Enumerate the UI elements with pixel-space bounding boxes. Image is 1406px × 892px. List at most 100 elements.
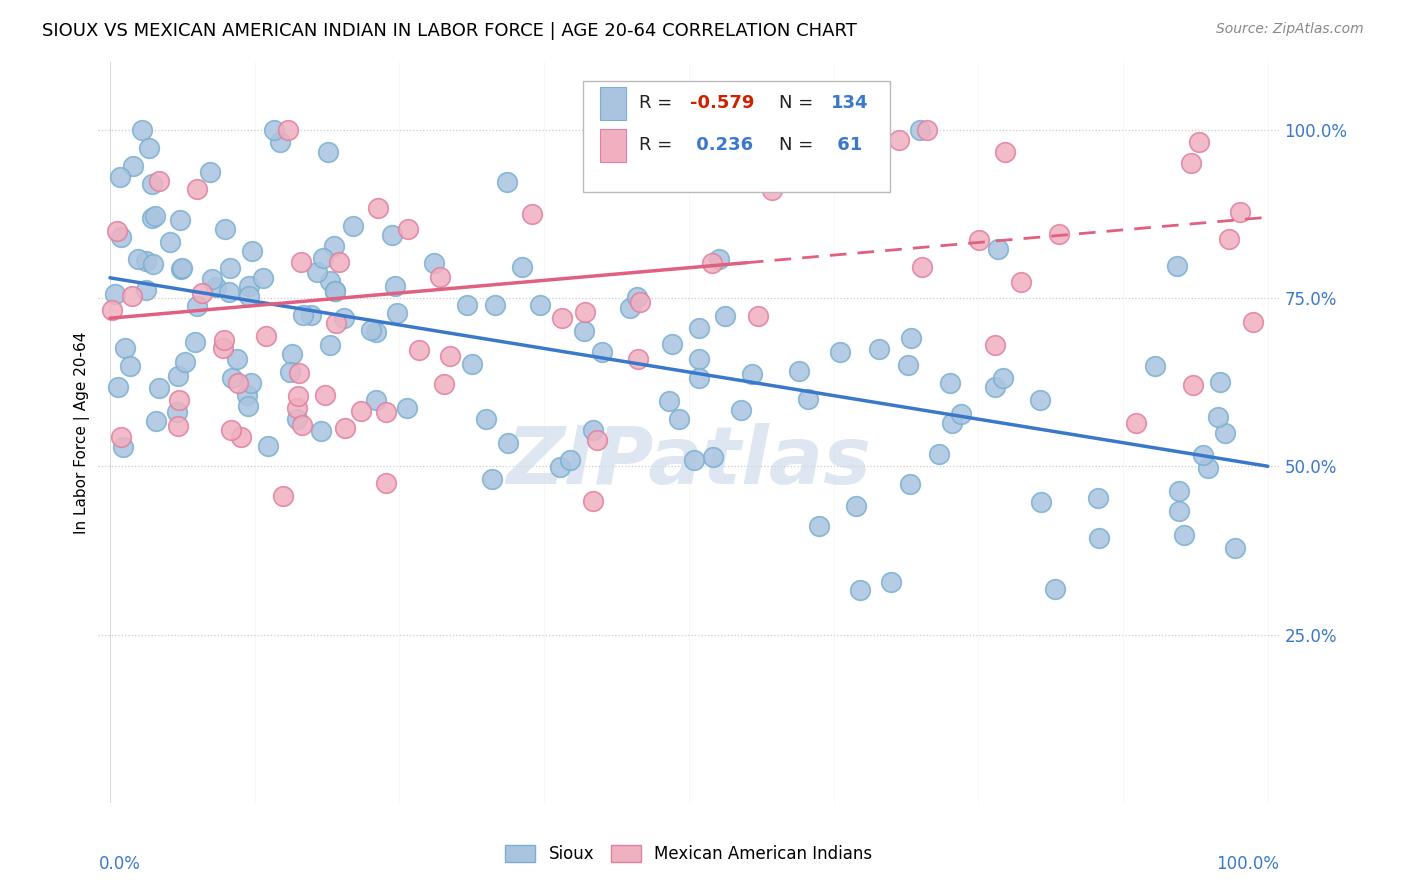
Point (114, 341, 136, 355)
Point (323, 284, 346, 298)
Point (288, 366, 311, 380)
Point (110, 169, 132, 184)
Point (228, 376, 250, 390)
Point (830, 170, 852, 185)
Point (702, 450, 724, 465)
Text: R =: R = (640, 136, 678, 154)
Point (174, 355, 197, 369)
Point (830, 344, 852, 359)
Point (683, 453, 706, 467)
Point (1192, 449, 1215, 463)
Point (112, 441, 135, 455)
Point (141, 211, 163, 226)
Point (325, 316, 347, 330)
Point (322, 238, 344, 252)
Point (709, 252, 731, 267)
Point (688, 351, 710, 366)
Point (627, 352, 650, 367)
Point (474, 412, 496, 426)
Point (290, 255, 312, 269)
Point (460, 357, 482, 371)
Point (333, 310, 356, 325)
Point (1173, 528, 1195, 542)
FancyBboxPatch shape (582, 81, 890, 192)
Point (626, 290, 648, 304)
Point (278, 365, 301, 379)
Point (190, 286, 212, 301)
Point (439, 349, 461, 363)
Point (887, 133, 910, 147)
Point (991, 371, 1014, 385)
Point (385, 306, 408, 320)
Point (107, 379, 129, 393)
Point (915, 122, 938, 136)
Point (849, 583, 872, 598)
Point (661, 337, 683, 351)
Point (714, 309, 737, 323)
Point (529, 298, 551, 312)
Point (495, 175, 517, 189)
Point (104, 287, 127, 301)
Point (159, 235, 181, 249)
Point (138, 141, 160, 155)
Point (983, 338, 1005, 352)
Point (110, 230, 132, 244)
Point (456, 298, 478, 312)
Point (198, 164, 221, 178)
Bar (600, 128, 626, 162)
Point (238, 279, 260, 293)
Text: SIOUX VS MEXICAN AMERICAN INDIAN IN LABOR FORCE | AGE 20-64 CORRELATION CHART: SIOUX VS MEXICAN AMERICAN INDIAN IN LABO… (42, 22, 858, 40)
Point (808, 519, 831, 533)
Point (1180, 155, 1202, 169)
Point (263, 122, 285, 136)
Point (257, 439, 280, 453)
Text: N =: N = (779, 95, 818, 112)
Point (127, 252, 149, 266)
Point (214, 333, 236, 347)
Point (433, 377, 456, 392)
Point (271, 489, 294, 503)
Point (214, 221, 236, 235)
Point (560, 453, 582, 467)
Point (761, 183, 783, 197)
Point (510, 260, 533, 274)
Point (350, 404, 373, 418)
Point (1088, 531, 1111, 545)
Point (291, 308, 314, 322)
Point (238, 399, 260, 413)
Point (204, 280, 226, 294)
Point (142, 257, 165, 271)
Point (186, 300, 208, 314)
Point (395, 401, 418, 416)
Point (269, 135, 291, 149)
Text: 100.0%: 100.0% (1216, 855, 1279, 872)
Point (574, 304, 596, 318)
Point (100, 303, 122, 318)
Point (148, 381, 170, 395)
Text: R =: R = (640, 95, 678, 112)
Point (987, 242, 1010, 256)
Point (328, 255, 350, 269)
Point (240, 244, 263, 258)
Point (1197, 461, 1219, 475)
Point (105, 224, 128, 238)
Point (1209, 375, 1232, 389)
Point (169, 213, 191, 227)
Point (1043, 582, 1066, 596)
Point (184, 334, 207, 349)
Point (582, 423, 605, 437)
Point (309, 424, 332, 438)
Point (299, 308, 322, 322)
Point (135, 253, 157, 268)
Point (950, 407, 973, 421)
Point (422, 255, 444, 269)
Point (741, 367, 763, 381)
Point (429, 270, 451, 285)
Point (169, 262, 191, 277)
Bar (600, 87, 626, 120)
Point (908, 122, 931, 136)
Point (316, 145, 339, 160)
Point (252, 271, 274, 285)
Text: -0.579: -0.579 (690, 95, 755, 112)
Text: 134: 134 (831, 95, 868, 112)
